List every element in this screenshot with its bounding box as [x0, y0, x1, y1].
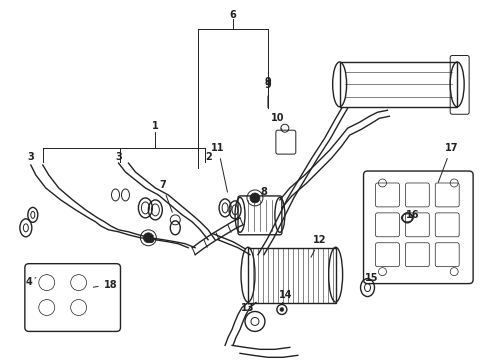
Text: 11: 11 [211, 143, 227, 192]
Text: 18: 18 [93, 280, 117, 289]
Text: 9: 9 [265, 80, 271, 108]
Text: 4: 4 [25, 276, 36, 287]
Text: 2: 2 [205, 152, 212, 162]
Text: 14: 14 [279, 289, 293, 305]
Circle shape [280, 307, 284, 311]
Bar [248, 248, 336, 302]
Text: 17: 17 [438, 143, 458, 183]
Circle shape [144, 233, 153, 243]
Text: 8: 8 [256, 187, 268, 198]
Text: 16: 16 [406, 210, 419, 220]
Bar [340, 62, 457, 107]
Text: 5: 5 [147, 235, 154, 245]
Text: 10: 10 [271, 113, 285, 130]
Text: 7: 7 [159, 180, 172, 212]
Text: 13: 13 [241, 302, 255, 312]
Text: 3: 3 [27, 152, 34, 162]
Text: 15: 15 [365, 273, 378, 283]
Text: 3: 3 [115, 152, 122, 162]
Text: 1: 1 [152, 121, 159, 131]
Text: 9: 9 [265, 77, 271, 87]
Text: 12: 12 [311, 235, 326, 257]
Circle shape [250, 193, 260, 203]
Text: 6: 6 [230, 10, 236, 20]
